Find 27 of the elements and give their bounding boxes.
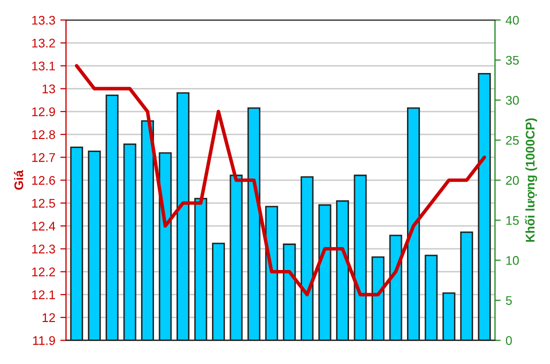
y-tick-label: 12.7 [32,153,55,162]
y-tick-label: 12 [42,313,55,322]
y-tick-label: 12.2 [32,268,55,276]
y2-tick-label: 20 [506,176,519,185]
line-series [74,64,486,296]
y2-tick-label: 35 [506,56,519,65]
y-tick-label: 12.1 [32,290,55,300]
y-tick-label: 13.1 [32,62,55,70]
y-tick-label: 12.6 [32,176,56,185]
y2-tick-label: 5 [506,296,512,305]
y-axis-title: Giá [14,170,24,190]
y2-tick-label: 25 [506,136,519,145]
y-tick-label: 12.3 [32,244,56,254]
y-tick-label: 12.8 [32,130,56,140]
y-tick-label: 13.3 [32,16,56,25]
y2-tick-label: 0 [506,336,512,345]
y-tick-label: 11.9 [33,336,55,345]
y2-tick-label: 15 [506,216,519,225]
y-tick-label: 12.9 [32,107,55,116]
y-tick-label: 13.2 [32,38,55,48]
y2-tick-label: 10 [506,256,519,265]
y2-axis-title: Khối lượng (1000CP) [524,118,538,242]
y-tick-label: 12.5 [32,198,56,208]
y-tick-label: 12.4 [32,222,56,230]
y-tick-label: 13 [42,84,56,94]
y2-tick-label: 40 [506,16,519,25]
y2-tick-label: 30 [506,96,519,105]
